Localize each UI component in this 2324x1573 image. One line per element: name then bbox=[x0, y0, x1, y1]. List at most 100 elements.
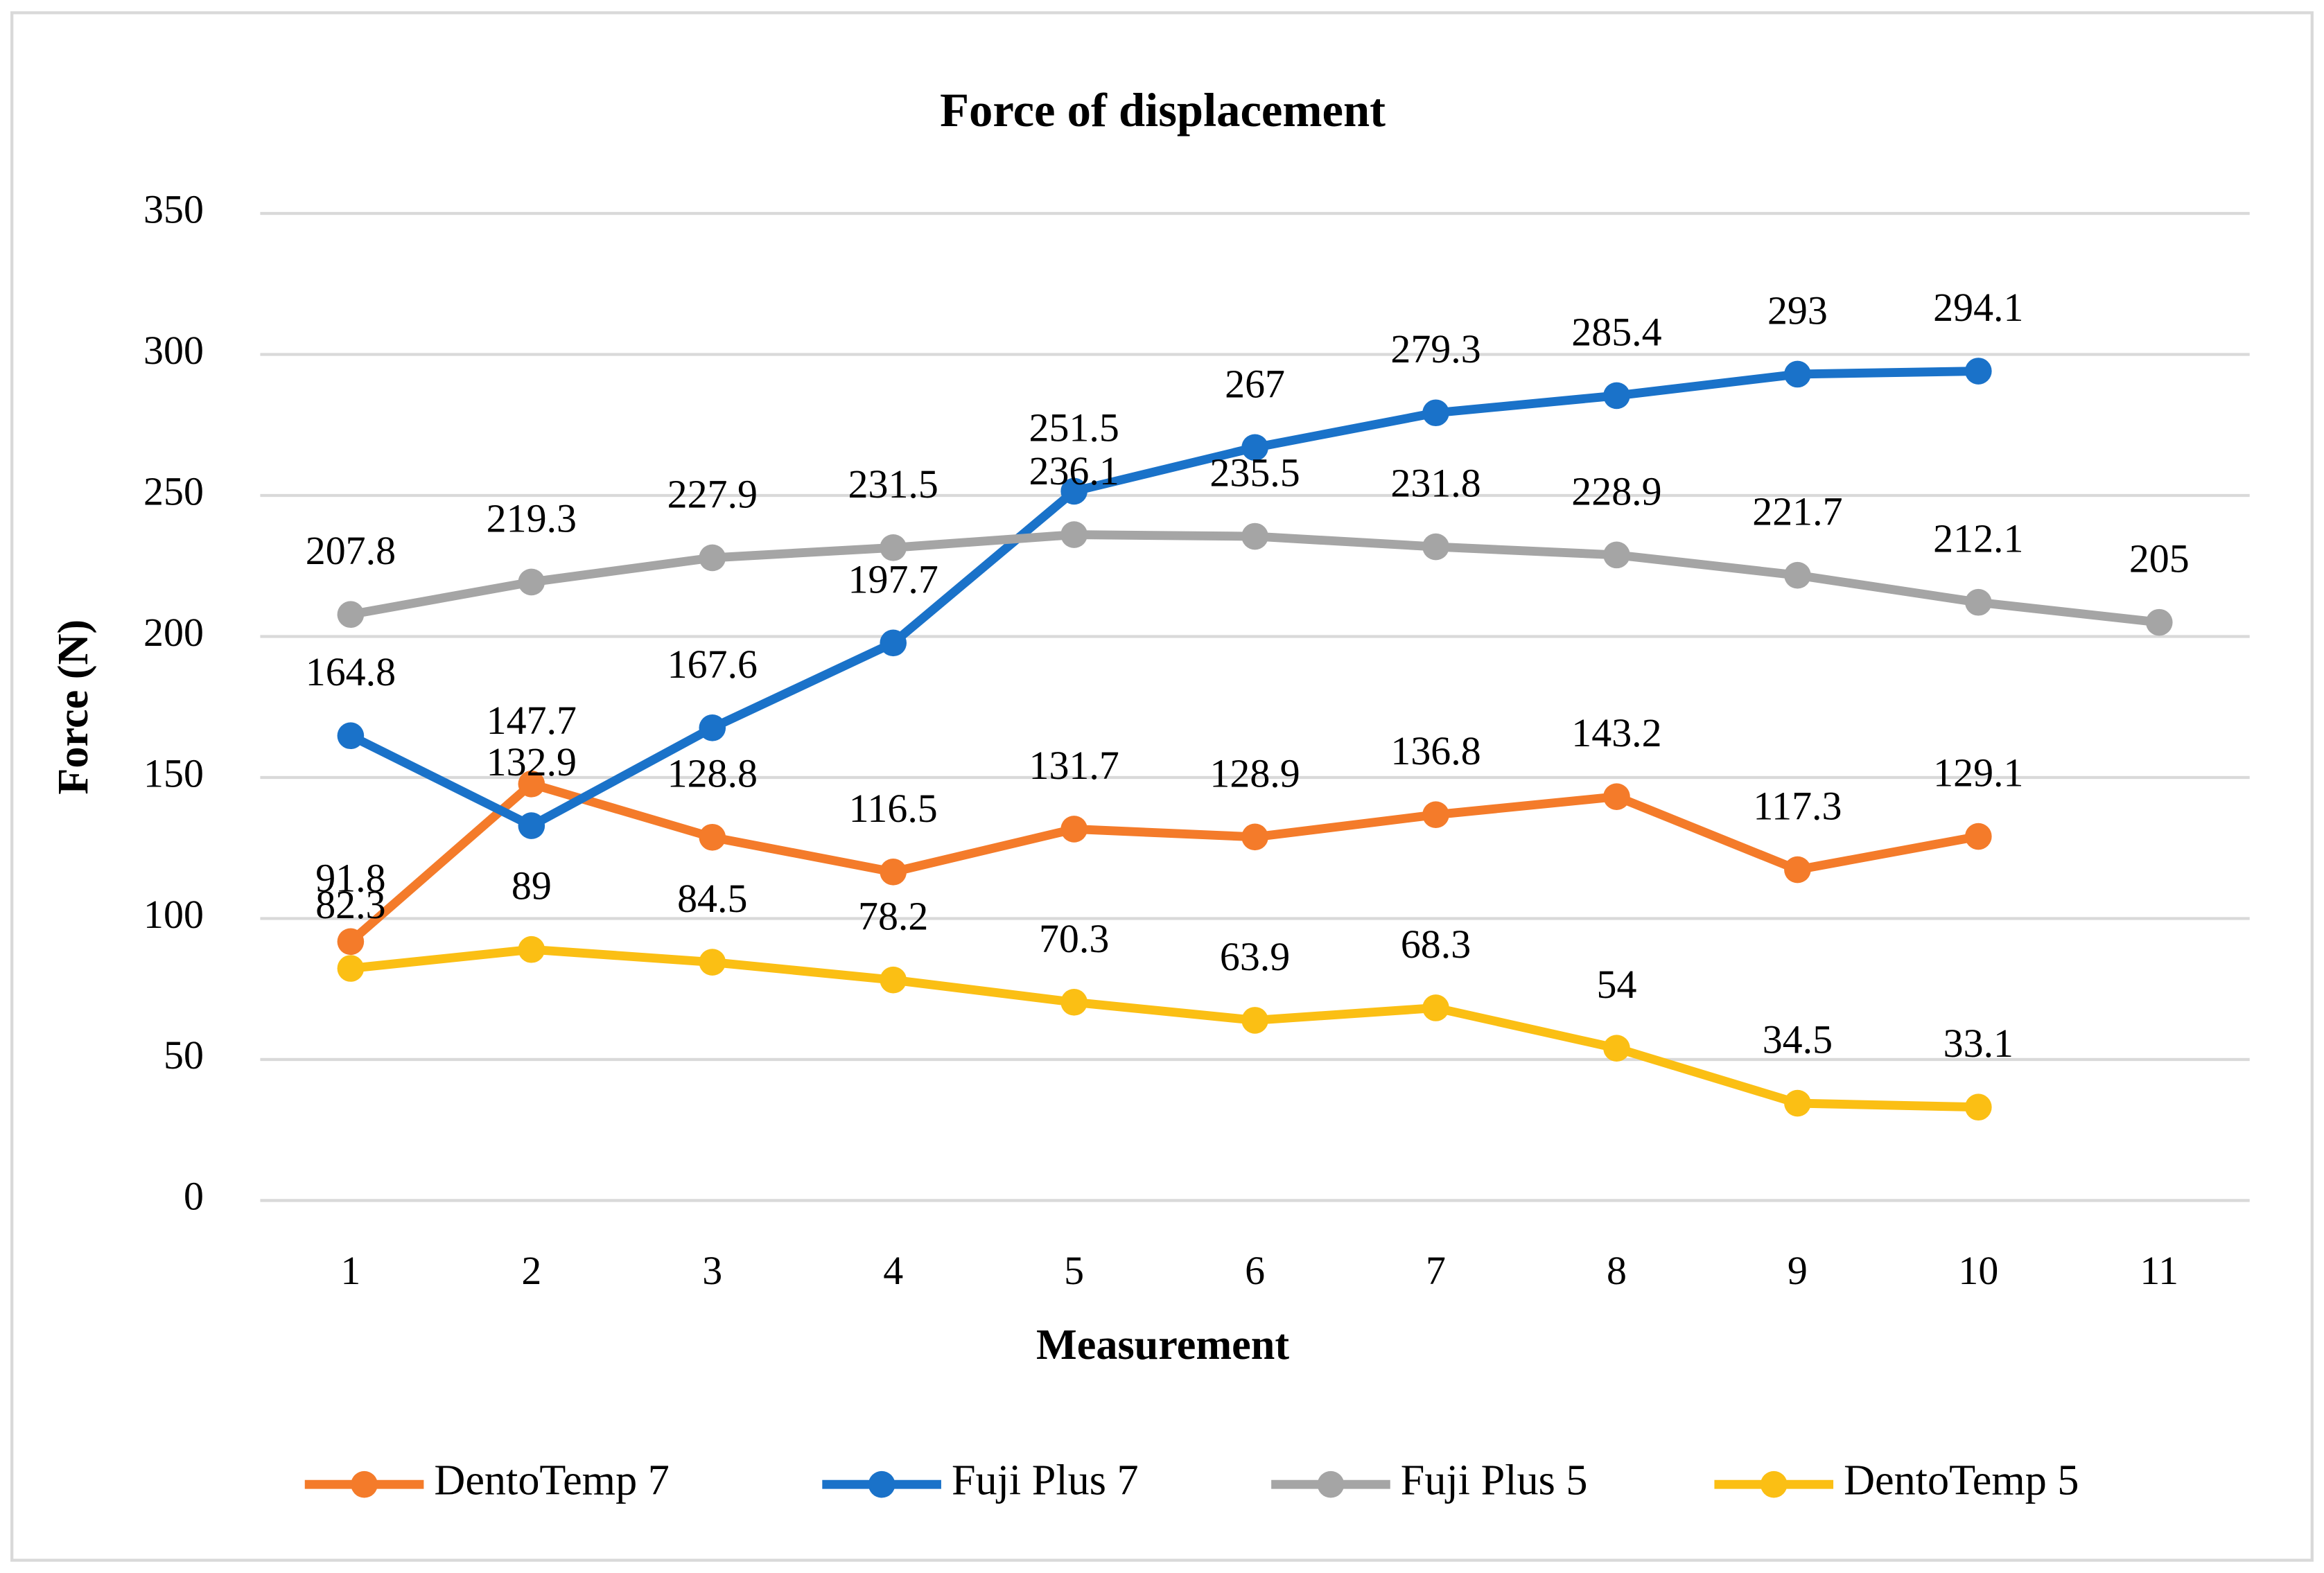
data-point bbox=[337, 928, 365, 956]
data-point bbox=[1422, 533, 1449, 561]
x-tick-label: 3 bbox=[702, 1248, 722, 1293]
y-axis-label: Force (N) bbox=[50, 619, 97, 795]
data-label: 128.9 bbox=[1209, 750, 1300, 796]
data-point bbox=[1241, 522, 1268, 550]
data-label: 167.6 bbox=[667, 642, 758, 687]
data-label: 131.7 bbox=[1029, 743, 1119, 788]
data-label: 34.5 bbox=[1763, 1017, 1833, 1062]
series-line bbox=[350, 944, 1979, 1112]
data-label: 267 bbox=[1225, 361, 1285, 406]
y-tick-label: 0 bbox=[184, 1174, 204, 1219]
x-tick-label: 7 bbox=[1426, 1248, 1446, 1293]
data-point bbox=[699, 823, 726, 851]
legend-marker bbox=[1760, 1470, 1788, 1498]
data-point bbox=[1060, 521, 1087, 548]
data-point bbox=[337, 722, 365, 750]
y-tick-label: 100 bbox=[143, 892, 204, 937]
data-point bbox=[1241, 823, 1268, 851]
y-tick-label: 200 bbox=[143, 610, 204, 655]
data-point bbox=[1422, 801, 1449, 829]
data-point bbox=[880, 629, 907, 657]
data-label: 293 bbox=[1767, 288, 1828, 333]
data-label: 129.1 bbox=[1933, 750, 2023, 796]
x-tick-label: 6 bbox=[1245, 1248, 1265, 1293]
x-axis-label: Measurement bbox=[1036, 1321, 1289, 1369]
data-point bbox=[880, 534, 907, 561]
data-point bbox=[2145, 608, 2173, 636]
y-tick-label: 250 bbox=[143, 468, 204, 513]
data-point bbox=[699, 949, 726, 976]
data-point bbox=[1060, 989, 1087, 1016]
data-point bbox=[1060, 477, 1087, 505]
y-tick-label: 150 bbox=[143, 750, 204, 796]
data-label: 219.3 bbox=[487, 495, 577, 541]
data-label: 128.8 bbox=[667, 751, 758, 796]
series-line bbox=[347, 779, 1980, 945]
x-tick-label: 2 bbox=[521, 1248, 541, 1293]
data-label: 294.1 bbox=[1933, 285, 2023, 330]
x-tick-label: 5 bbox=[1064, 1248, 1084, 1293]
data-point bbox=[518, 935, 545, 963]
data-point bbox=[337, 955, 365, 982]
data-label: 89 bbox=[512, 863, 552, 908]
data-point bbox=[1603, 783, 1630, 810]
data-point bbox=[1603, 382, 1630, 410]
data-point bbox=[880, 966, 907, 994]
data-label: 78.2 bbox=[858, 894, 928, 939]
data-label: 227.9 bbox=[667, 471, 758, 516]
data-label: 285.4 bbox=[1571, 309, 1661, 354]
data-label: 33.1 bbox=[1943, 1021, 2013, 1066]
y-tick-label: 300 bbox=[143, 328, 204, 373]
data-label: 136.8 bbox=[1390, 728, 1480, 773]
data-label: 197.7 bbox=[848, 556, 938, 601]
x-tick-label: 8 bbox=[1607, 1248, 1627, 1293]
data-point bbox=[518, 812, 545, 839]
data-point bbox=[1784, 561, 1811, 589]
data-point bbox=[518, 568, 545, 596]
data-label: 164.8 bbox=[306, 649, 396, 694]
data-point bbox=[1784, 856, 1811, 884]
data-point bbox=[699, 544, 726, 572]
data-label: 212.1 bbox=[1933, 516, 2023, 561]
legend-label: Fuji Plus 5 bbox=[1401, 1457, 1588, 1504]
legend-label: DentoTemp 7 bbox=[434, 1457, 669, 1504]
data-point bbox=[1965, 823, 1992, 850]
data-label: 231.5 bbox=[848, 462, 938, 507]
data-label: 63.9 bbox=[1220, 934, 1290, 979]
data-point bbox=[337, 601, 365, 629]
x-tick-label: 10 bbox=[1958, 1248, 1998, 1293]
data-label: 147.7 bbox=[487, 698, 577, 743]
data-point bbox=[1241, 434, 1268, 462]
legend-label: Fuji Plus 7 bbox=[952, 1457, 1139, 1504]
legend-marker bbox=[868, 1470, 895, 1498]
x-tick-label: 11 bbox=[2140, 1248, 2178, 1293]
data-point bbox=[1422, 994, 1449, 1021]
data-point bbox=[699, 714, 726, 741]
data-label: 82.3 bbox=[315, 882, 385, 927]
data-label: 221.7 bbox=[1752, 489, 1842, 534]
data-point bbox=[1060, 816, 1087, 843]
series-line bbox=[349, 367, 1979, 831]
data-point bbox=[1965, 588, 1992, 616]
data-label: 116.5 bbox=[849, 786, 938, 831]
data-label: 84.5 bbox=[677, 876, 747, 921]
data-point bbox=[1965, 358, 1992, 385]
x-tick-label: 9 bbox=[1788, 1248, 1808, 1293]
chart-border bbox=[10, 11, 2314, 1562]
data-point bbox=[1241, 1007, 1268, 1034]
data-label: 91.8 bbox=[315, 855, 385, 900]
data-point bbox=[518, 771, 545, 798]
data-label: 70.3 bbox=[1039, 916, 1109, 961]
data-point bbox=[1603, 541, 1630, 569]
y-tick-label: 350 bbox=[143, 186, 204, 231]
data-point bbox=[1784, 1089, 1811, 1117]
legend-marker bbox=[351, 1470, 378, 1498]
data-label: 235.5 bbox=[1209, 450, 1300, 495]
data-label: 132.9 bbox=[487, 739, 577, 784]
data-point bbox=[1965, 1093, 1992, 1121]
data-point bbox=[1784, 360, 1811, 388]
data-label: 205 bbox=[2129, 536, 2190, 581]
chart-title: Force of displacement bbox=[940, 84, 1386, 137]
data-label: 251.5 bbox=[1029, 405, 1119, 450]
